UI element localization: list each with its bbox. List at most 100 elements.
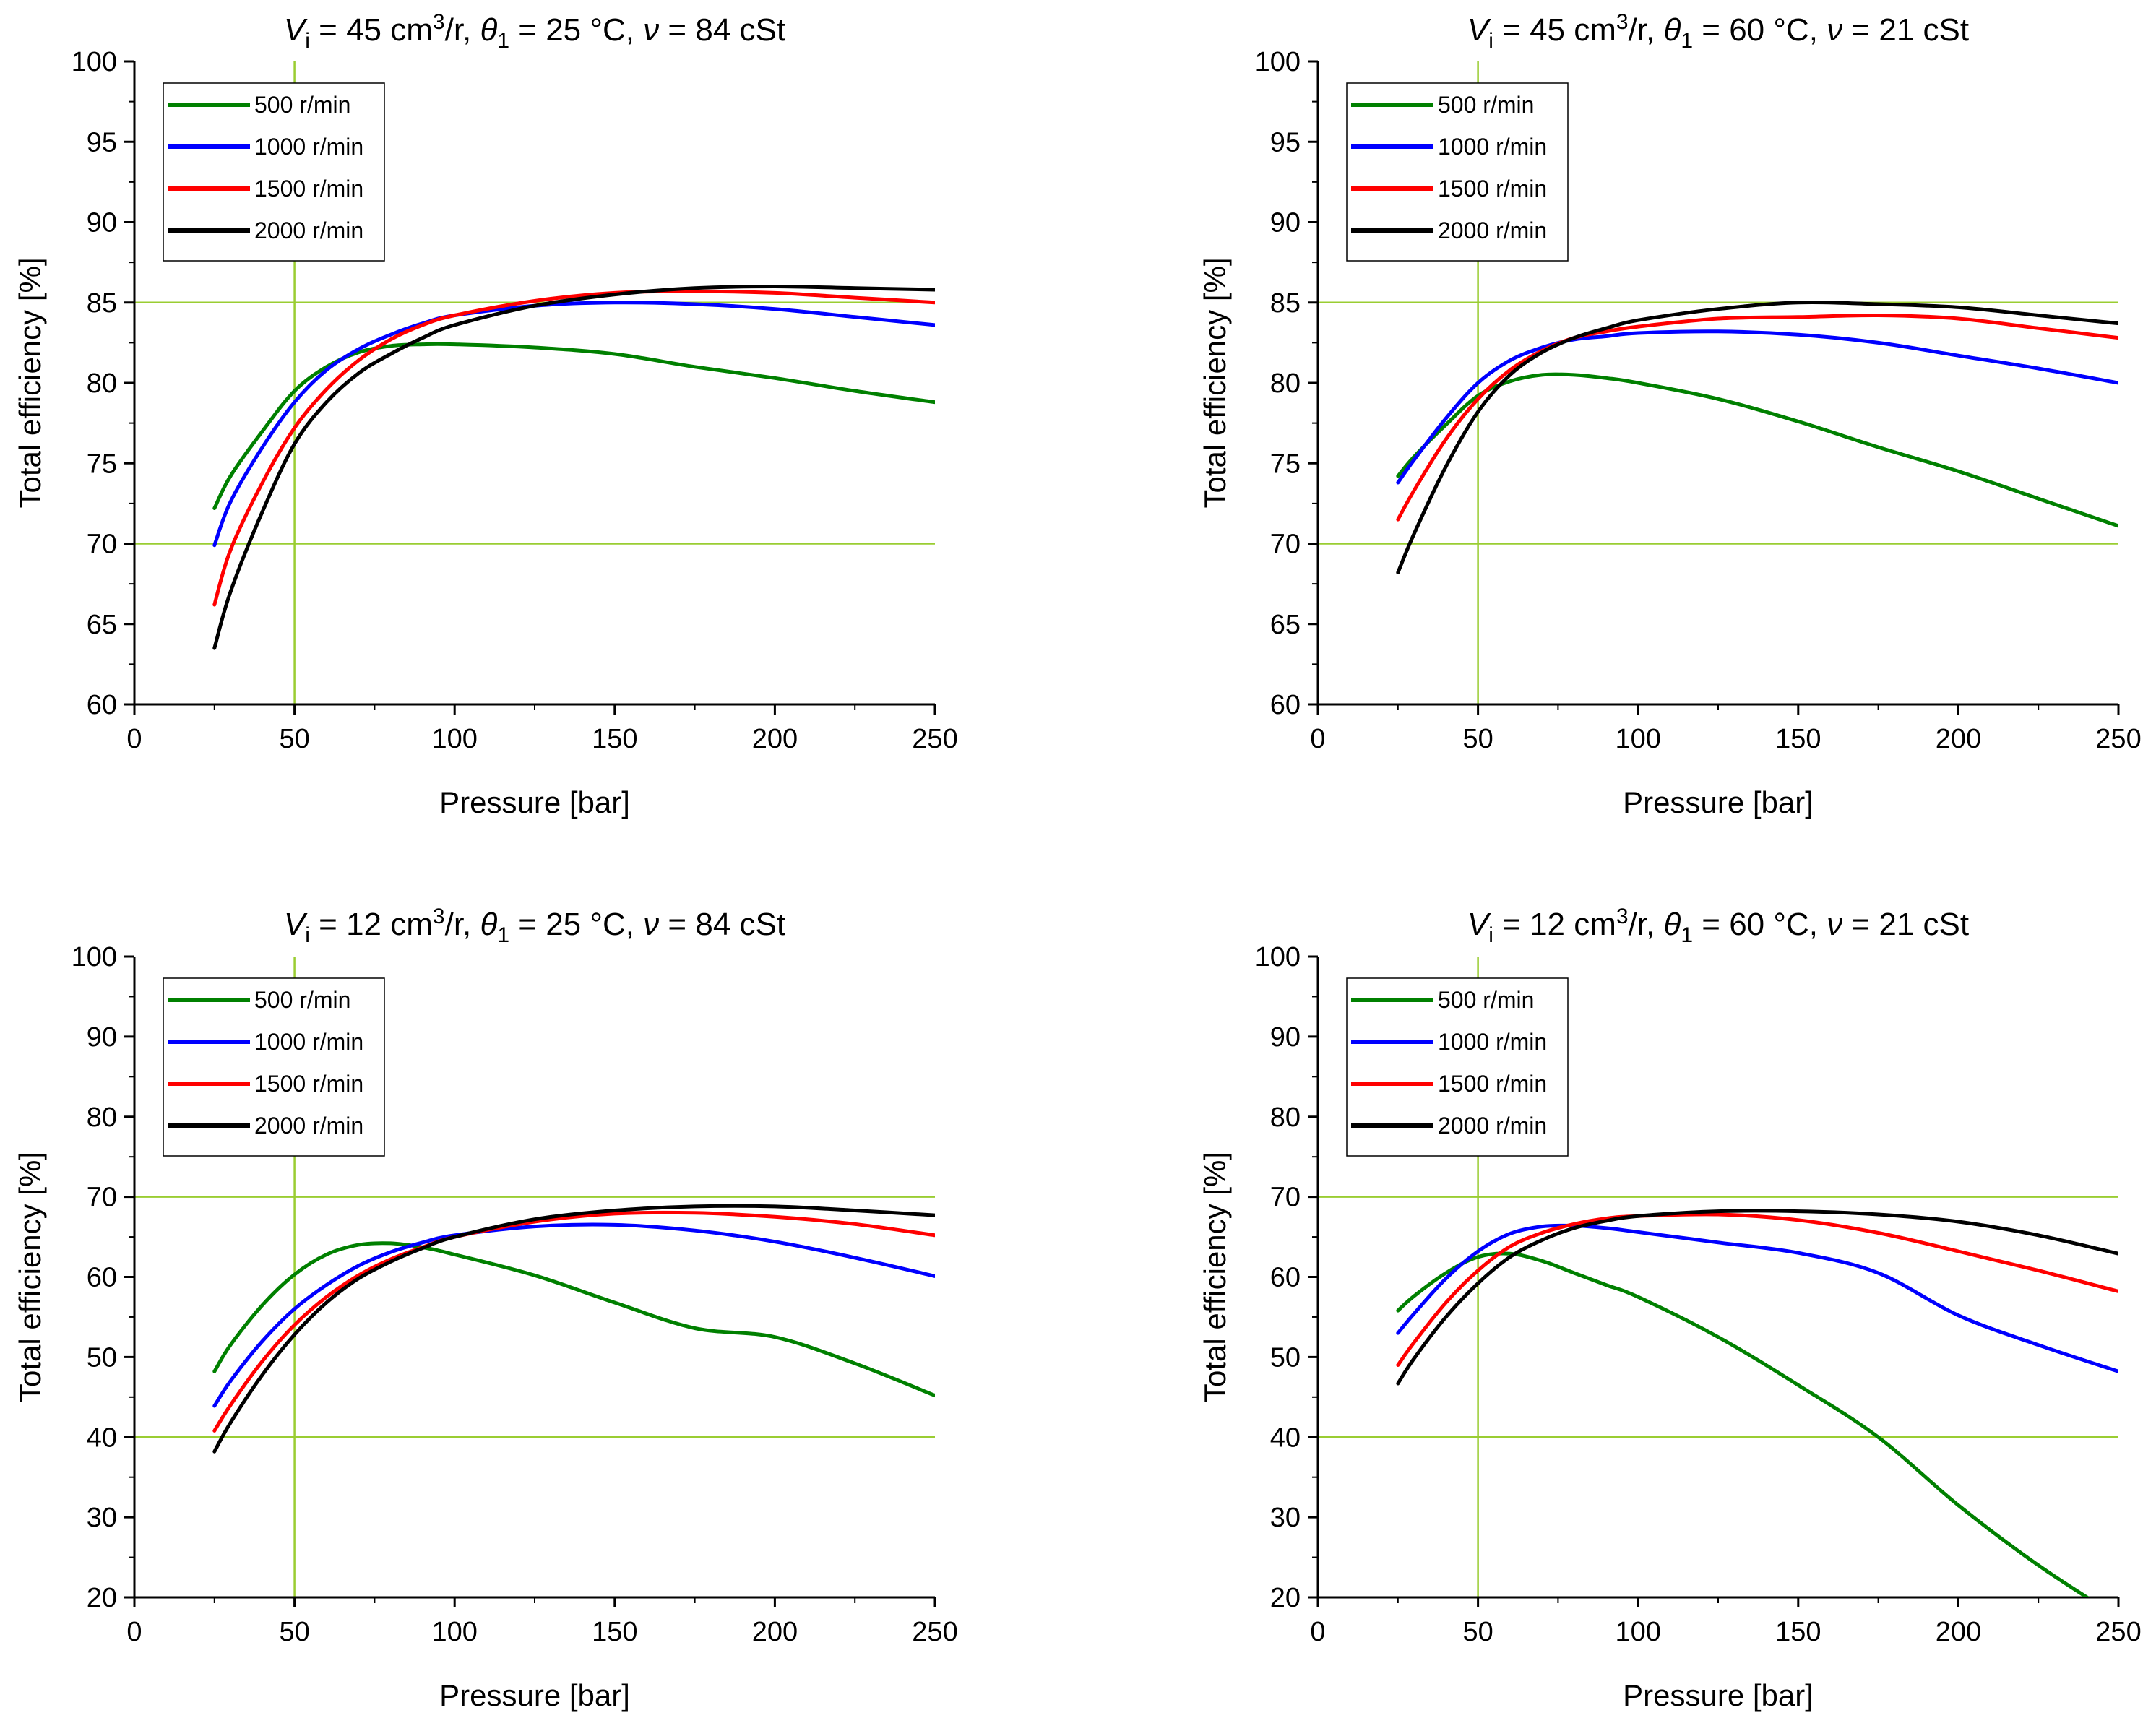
x-tick-label: 200: [752, 724, 798, 754]
chart-title: Vi = 45 cm3/r, θ1 = 25 °C, ν = 84 cSt: [284, 10, 785, 53]
x-tick-label: 200: [1936, 1617, 1981, 1647]
series-line-1000-r-min: [212, 1222, 935, 1408]
x-tick-label: 100: [431, 1617, 477, 1647]
series-line-1500-r-min: [212, 1210, 935, 1433]
y-tick-label: 20: [1270, 1583, 1301, 1613]
y-tick-label: 90: [1270, 1022, 1301, 1053]
series-line-1000-r-min: [1396, 1223, 2118, 1373]
x-tick-label: 200: [1936, 724, 1981, 754]
x-axis-label: Pressure [bar]: [439, 785, 630, 819]
legend-label: 2000 r/min: [254, 217, 363, 243]
y-tick-label: 60: [87, 690, 117, 720]
title-unit-rest: /r,: [1629, 12, 1664, 48]
x-tick-label: 0: [1310, 1617, 1325, 1647]
legend-label: 1500 r/min: [1438, 176, 1547, 202]
legend-label: 1000 r/min: [254, 1029, 363, 1055]
y-tick-label: 90: [87, 208, 117, 238]
chart-title: Vi = 12 cm3/r, θ1 = 25 °C, ν = 84 cSt: [284, 905, 785, 947]
title-theta-sub: 1: [497, 29, 509, 53]
x-tick-label: 150: [1775, 1617, 1821, 1647]
y-tick-label: 65: [87, 610, 117, 640]
series-line-1000-r-min: [1396, 329, 2118, 485]
title-visc: = 84 cSt: [659, 12, 785, 48]
y-tick-label: 75: [1270, 449, 1301, 479]
y-tick-label: 80: [1270, 1102, 1301, 1133]
x-axis-label: Pressure [bar]: [439, 1678, 630, 1712]
title-temp: = 25 °C,: [509, 907, 643, 942]
title-sup: 3: [433, 10, 445, 34]
legend: 500 r/min 1000 r/min 1500 r/min 2000 r/min: [163, 977, 385, 1157]
y-tick-label: 85: [1270, 288, 1301, 319]
x-tick-label: 250: [2095, 1617, 2141, 1647]
title-sub: i: [305, 29, 310, 53]
x-tick-label: 50: [279, 724, 309, 754]
series-line-1000-r-min: [212, 301, 935, 548]
legend-label: 1500 r/min: [254, 176, 363, 202]
x-tick-label: 200: [752, 1617, 798, 1647]
chart-title: Vi = 45 cm3/r, θ1 = 60 °C, ν = 21 cSt: [1467, 10, 1969, 53]
title-visc: = 21 cSt: [1842, 907, 1969, 942]
x-tick-label: 100: [1615, 1617, 1660, 1647]
title-nu: ν: [643, 12, 659, 48]
series-line-2000-r-min: [212, 1204, 935, 1454]
legend-label: 1500 r/min: [254, 1071, 363, 1097]
legend-label: 1000 r/min: [1438, 134, 1547, 160]
series-group: [1396, 300, 2118, 574]
x-axis-label: Pressure [bar]: [1623, 1678, 1814, 1712]
title-temp: = 25 °C,: [509, 12, 643, 48]
y-axis-label: Total efficiency [%]: [1198, 1152, 1232, 1402]
title-theta: θ: [1664, 12, 1681, 48]
x-tick-label: 150: [592, 1617, 637, 1647]
legend-label: 2000 r/min: [1438, 1113, 1547, 1139]
x-tick-label: 0: [1310, 724, 1325, 754]
chart-panel-top-right: Vi = 45 cm3/r, θ1 = 60 °C, ν = 21 cSt 0 50…: [1198, 10, 2142, 819]
series-line-2000-r-min: [1396, 300, 2118, 574]
x-tick-label: 150: [1775, 724, 1821, 754]
x-tick-label: 50: [279, 1617, 309, 1647]
title-sub: i: [1488, 29, 1493, 53]
x-tick-label: 0: [126, 724, 142, 754]
title-volume: = 12 cm: [1493, 907, 1616, 942]
legend: 500 r/min 1000 r/min 1500 r/min 2000 r/min: [1346, 82, 1569, 262]
title-volume: = 45 cm: [1493, 12, 1616, 48]
y-tick-label: 70: [1270, 530, 1301, 560]
chart-panel-top-left: Vi = 45 cm3/r, θ1 = 25 °C, ν = 84 cSt 0 50…: [13, 10, 958, 819]
title-symbol: V: [284, 907, 308, 942]
title-visc: = 21 cSt: [1842, 12, 1969, 48]
x-tick-label: 250: [2095, 724, 2141, 754]
y-axis-label: Total efficiency [%]: [1198, 257, 1232, 508]
y-tick-label: 30: [1270, 1503, 1301, 1533]
title-sub: i: [1488, 923, 1493, 947]
title-visc: = 84 cSt: [659, 907, 785, 942]
x-tick-label: 250: [912, 724, 957, 754]
series-line-2000-r-min: [212, 285, 935, 650]
y-tick-label: 100: [1255, 47, 1301, 77]
x-tick-label: 50: [1462, 1617, 1493, 1647]
series-line-500-r-min: [212, 1241, 935, 1398]
y-tick-label: 85: [87, 288, 117, 319]
series-line-1500-r-min: [1396, 313, 2118, 522]
y-tick-label: 50: [87, 1342, 117, 1373]
y-tick-label: 60: [1270, 1263, 1301, 1293]
x-tick-label: 0: [126, 1617, 142, 1647]
title-theta: θ: [480, 12, 498, 48]
legend: 500 r/min 1000 r/min 1500 r/min 2000 r/min: [1346, 977, 1569, 1157]
x-axis-label: Pressure [bar]: [1623, 785, 1814, 819]
y-tick-label: 70: [87, 530, 117, 560]
title-sub: i: [305, 923, 310, 947]
legend-label: 2000 r/min: [254, 1113, 363, 1139]
title-temp: = 60 °C,: [1693, 907, 1827, 942]
x-tick-label: 100: [1615, 724, 1660, 754]
series-line-500-r-min: [1396, 1251, 2091, 1597]
title-volume: = 45 cm: [310, 12, 433, 48]
title-theta-sub: 1: [497, 923, 509, 947]
y-tick-label: 40: [87, 1423, 117, 1453]
title-theta: θ: [1664, 907, 1681, 942]
y-tick-label: 70: [1270, 1183, 1301, 1213]
y-tick-label: 95: [1270, 127, 1301, 157]
chart-title: Vi = 12 cm3/r, θ1 = 60 °C, ν = 21 cSt: [1467, 905, 1969, 947]
y-tick-label: 100: [72, 942, 117, 972]
title-theta-sub: 1: [1681, 923, 1693, 947]
series-line-500-r-min: [212, 342, 935, 510]
series-line-2000-r-min: [1396, 1209, 2118, 1386]
